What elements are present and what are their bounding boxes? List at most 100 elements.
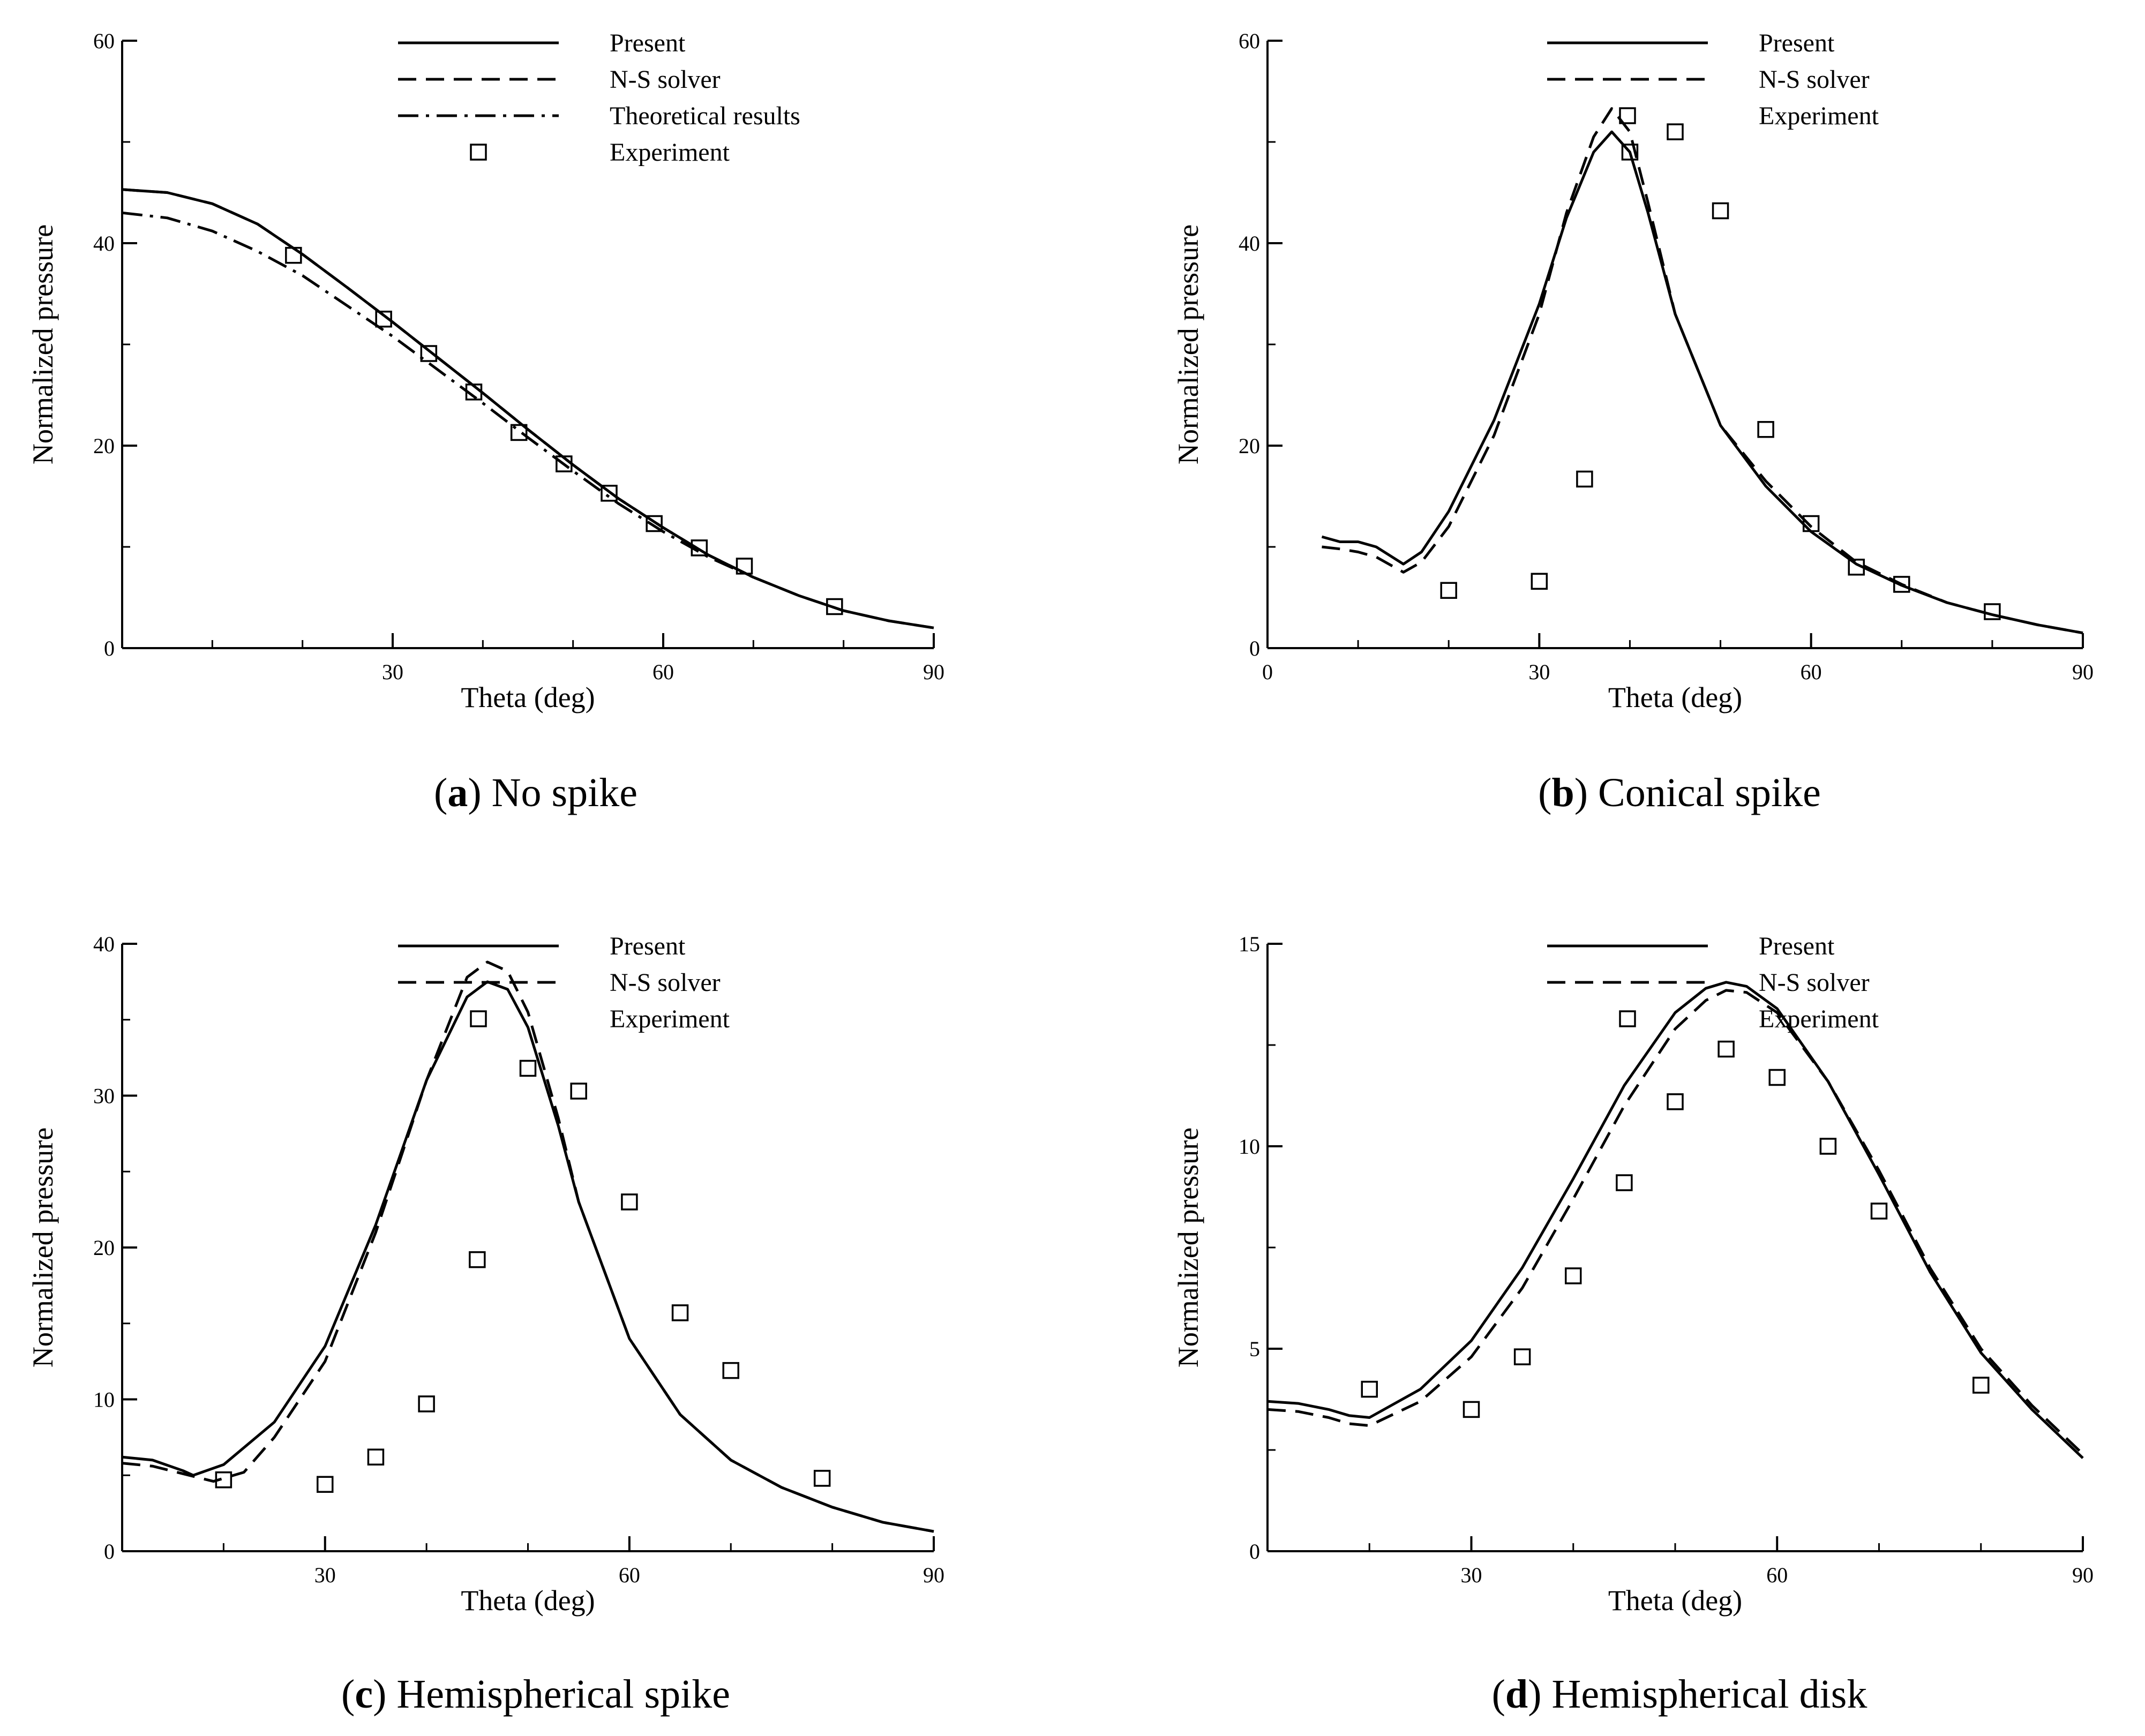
x-tick-label: 90 xyxy=(2072,660,2094,684)
caption-text: ) Conical spike xyxy=(1574,770,1821,815)
experiment-marker xyxy=(1768,1069,1786,1086)
experiment-marker xyxy=(215,1471,232,1489)
caption-text: ) No spike xyxy=(468,770,638,815)
series-n-s-solver xyxy=(122,960,934,1533)
legend: Present N-S solver Experiment xyxy=(1547,932,1879,1033)
y-tick-label: 40 xyxy=(1239,231,1260,255)
x-tick-label: 30 xyxy=(382,660,403,684)
chart-panel-c: 30 60 90 0 10 20 30 40 Theta (deg) Normalized pre… xyxy=(27,932,944,1717)
x-tick-label: 60 xyxy=(1801,660,1822,684)
experiment-marker xyxy=(1621,144,1639,161)
x-tick-label: 30 xyxy=(1528,660,1550,684)
legend-label: Present xyxy=(1759,29,1835,57)
experiment-marker xyxy=(1870,1203,1888,1220)
x-tick-label: 60 xyxy=(619,1563,640,1587)
chart-panel-d: 30 60 90 0 5 10 15 Theta (deg) Normalized pressu… xyxy=(1172,932,2094,1717)
experiment-marker xyxy=(1802,515,1820,532)
x-axis-title: Theta (deg) xyxy=(461,681,595,713)
experiment-marker xyxy=(646,515,663,532)
x-tick-label: 60 xyxy=(652,660,674,684)
y-tick-label: 40 xyxy=(93,231,115,255)
experiment-marker xyxy=(1718,1040,1735,1058)
experiment-marker xyxy=(1616,1174,1633,1191)
x-axis-title: Theta (deg) xyxy=(461,1584,595,1617)
legend-label: Present xyxy=(1759,932,1835,960)
legend-marker xyxy=(470,1010,487,1027)
x-tick-label: 0 xyxy=(1262,660,1273,684)
chart-panel-b: 0 30 60 90 0 20 40 60 Theta (deg) Normalized pres… xyxy=(1172,29,2094,815)
series-theoretical-results xyxy=(122,211,754,578)
y-axis-title: Normalized pressure xyxy=(27,224,59,464)
series-n-s-solver xyxy=(122,188,934,629)
panel-caption: (b) Conical spike xyxy=(1538,770,1821,815)
x-tick-label: 30 xyxy=(314,1563,336,1587)
experiment-marker xyxy=(826,598,843,615)
y-tick-label: 30 xyxy=(93,1084,115,1108)
caption-paren-open: ( xyxy=(434,770,447,815)
experiment-marker xyxy=(420,345,438,362)
experiment-marker xyxy=(1531,573,1548,590)
experiment-marker xyxy=(1462,1401,1480,1418)
y-tick-label: 5 xyxy=(1249,1337,1260,1361)
caption-text: ) Hemispherical spike xyxy=(373,1672,730,1717)
experiment-marker xyxy=(1848,559,1865,576)
experiment-marker xyxy=(736,558,753,575)
experiment-marker xyxy=(1757,421,1774,438)
y-axis-title: Normalized pressure xyxy=(1172,1128,1204,1367)
experiment-marker xyxy=(367,1448,385,1466)
experiment-marker xyxy=(469,1251,486,1268)
x-tick-label: 90 xyxy=(923,1563,944,1587)
x-axis-title: Theta (deg) xyxy=(1608,1584,1742,1617)
legend-marker xyxy=(1619,107,1636,124)
x-axis-title: Theta (deg) xyxy=(1608,681,1742,713)
experiment-marker xyxy=(1361,1380,1378,1398)
series-present xyxy=(122,188,934,629)
series-present xyxy=(1267,981,2084,1459)
series-n-s-solver xyxy=(1322,107,2083,635)
legend-label: Theoretical results xyxy=(610,102,800,130)
caption-paren-open: ( xyxy=(1492,1672,1505,1717)
y-tick-label: 15 xyxy=(1239,932,1260,956)
caption-letter: b xyxy=(1551,770,1574,815)
experiment-marker xyxy=(1565,1267,1582,1284)
caption-paren-open: ( xyxy=(1538,770,1551,815)
experiment-marker xyxy=(722,1362,739,1379)
legend-label: Experiment xyxy=(1759,1005,1879,1033)
experiment-marker xyxy=(510,424,528,441)
experiment-marker xyxy=(285,246,302,264)
experiment-marker xyxy=(1893,576,1910,593)
caption-paren-open: ( xyxy=(341,1672,355,1717)
legend: Present N-S solver Experiment xyxy=(1547,29,1879,130)
experiment-marker xyxy=(465,384,483,401)
experiment-marker xyxy=(1972,1377,1990,1394)
series-present xyxy=(122,980,934,1533)
y-tick-label: 20 xyxy=(93,1236,115,1260)
caption-letter: c xyxy=(355,1672,373,1717)
y-tick-label: 40 xyxy=(93,932,115,956)
experiment-marker xyxy=(691,539,708,557)
chart-panel-a: 30 60 90 0 20 40 60 Theta (deg) Normalized press… xyxy=(27,29,944,815)
legend: Present N-S solver Experiment xyxy=(398,932,730,1033)
x-tick-label: 30 xyxy=(1461,1563,1482,1587)
experiment-marker xyxy=(1712,202,1729,220)
experiment-marker xyxy=(671,1304,689,1321)
legend-label: Experiment xyxy=(610,1005,730,1033)
legend-label: Experiment xyxy=(610,138,730,167)
experiment-marker xyxy=(813,1470,831,1487)
experiment-marker xyxy=(1667,1093,1684,1110)
panel-caption: (a) No spike xyxy=(434,770,638,815)
legend: Present N-S solver Theoretical results Expe… xyxy=(398,29,800,167)
legend-label: Present xyxy=(610,932,686,960)
y-tick-label: 60 xyxy=(93,29,115,53)
legend-label: N-S solver xyxy=(1759,968,1870,997)
experiment-marker xyxy=(1576,470,1593,488)
panel-caption: (d) Hemispherical disk xyxy=(1492,1672,1868,1717)
experiment-marker xyxy=(375,311,392,328)
y-tick-label: 10 xyxy=(93,1388,115,1412)
y-tick-label: 0 xyxy=(104,636,115,660)
experiment-marker xyxy=(1667,123,1684,140)
legend-label: N-S solver xyxy=(1759,65,1870,94)
y-axis-title: Normalized pressure xyxy=(1172,224,1204,464)
caption-letter: d xyxy=(1505,1672,1528,1717)
experiment-marker xyxy=(621,1193,638,1211)
